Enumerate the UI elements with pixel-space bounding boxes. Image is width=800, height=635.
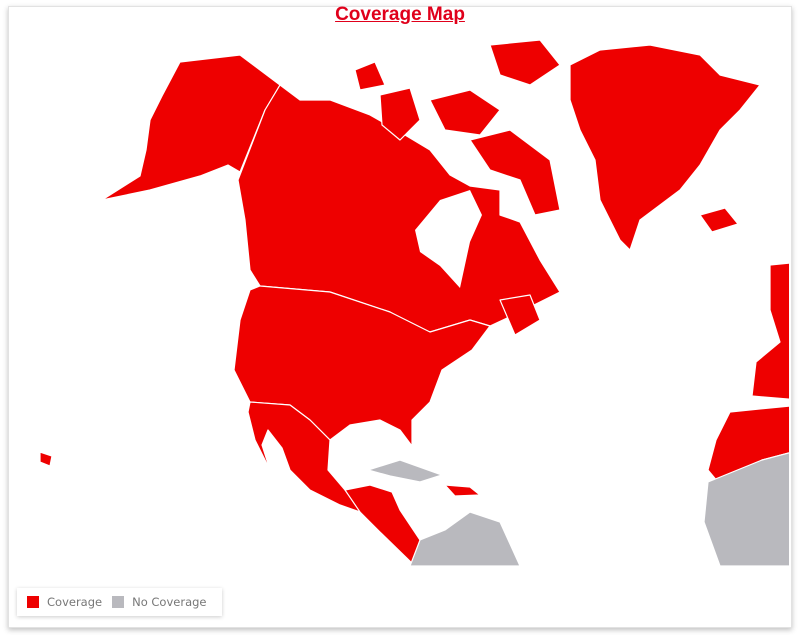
legend-label: Coverage: [47, 595, 103, 609]
region-arctic-island[interactable]: [354, 61, 386, 91]
legend-item-coverage[interactable]: Coverage: [27, 595, 102, 609]
region-iceland[interactable]: [699, 207, 739, 233]
region-hispaniola[interactable]: [444, 484, 481, 497]
region-arctic-island[interactable]: [469, 129, 561, 216]
region-mexico[interactable]: [247, 401, 366, 513]
region-greenland[interactable]: [569, 44, 761, 251]
no-coverage-swatch: [112, 596, 125, 608]
region-arctic-island[interactable]: [489, 39, 561, 86]
coverage-swatch: [27, 596, 39, 608]
region-europe[interactable]: [751, 262, 800, 400]
region-arctic-island[interactable]: [429, 89, 501, 136]
region-cuba[interactable]: [367, 459, 443, 483]
legend-label: No Coverage: [132, 595, 207, 609]
hudson-bay: [415, 190, 482, 288]
region-labrador[interactable]: [499, 294, 541, 336]
region-south-america[interactable]: [409, 511, 521, 566]
region-africa[interactable]: [703, 450, 800, 566]
map-legend: Coverage No Coverage: [17, 588, 222, 616]
map-title: Coverage Map: [335, 4, 465, 25]
region-arctic-island[interactable]: [379, 87, 421, 141]
region-hawaii[interactable]: [39, 451, 53, 467]
region-usa[interactable]: [233, 285, 491, 447]
legend-item-no-coverage[interactable]: No Coverage: [112, 595, 207, 609]
